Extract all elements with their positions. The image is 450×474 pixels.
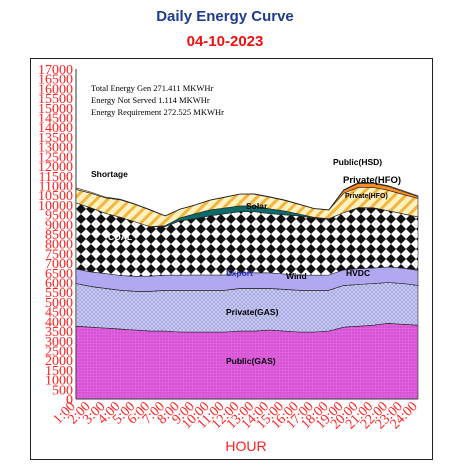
y-tick-label: 4000 bbox=[45, 315, 73, 330]
y-tick-label: 14500 bbox=[38, 112, 73, 127]
y-tick-label: 13500 bbox=[38, 131, 73, 146]
y-tick-label: 3500 bbox=[45, 325, 73, 340]
y-tick-label: 14000 bbox=[38, 121, 73, 136]
y-tick-label: 8000 bbox=[45, 238, 73, 253]
y-tick-label: 500 bbox=[52, 383, 73, 398]
y-tick-label: 7500 bbox=[45, 247, 73, 262]
y-tick-label: 6000 bbox=[45, 277, 73, 292]
label-shortage: Shortage bbox=[91, 169, 128, 179]
chart-frame: 0 500 1000 1500 2000 2500 3000 3500 4000 4500 5000… bbox=[30, 58, 433, 460]
y-tick-label: 7000 bbox=[45, 257, 73, 272]
area-shortage bbox=[75, 182, 419, 217]
y-tick-label: 16500 bbox=[38, 73, 73, 88]
y-tick-label: 8500 bbox=[45, 228, 73, 243]
label-private-hfo-2: Private(HFO) bbox=[345, 193, 388, 200]
x-axis: 1:002:003:004:005:006:007:008:009:0010:0… bbox=[51, 398, 421, 432]
label-solar: Solar bbox=[246, 201, 268, 211]
label-wind: Wind bbox=[286, 271, 307, 281]
y-tick-label: 10500 bbox=[38, 189, 73, 204]
info-energy-requirement: Energy Requirement 272.525 MKWHr bbox=[91, 107, 224, 117]
y-tick-label: 9500 bbox=[45, 209, 73, 224]
y-axis: 0500100015002000250030003500400045005000… bbox=[38, 63, 77, 408]
label-public-gas: Public(GAS) bbox=[226, 356, 276, 366]
y-tick-label: 13000 bbox=[38, 141, 73, 156]
y-tick-label: 15500 bbox=[38, 92, 73, 107]
y-tick-label: 12500 bbox=[38, 150, 73, 165]
label-private-gas: Private(GAS) bbox=[226, 307, 279, 317]
y-tick-label: 10000 bbox=[38, 199, 73, 214]
chart-title: Daily Energy Curve bbox=[156, 8, 294, 25]
y-tick-label: 12000 bbox=[38, 160, 73, 175]
y-tick-label: 11000 bbox=[39, 179, 73, 194]
y-tick-label: 6500 bbox=[45, 267, 73, 282]
info-total-generation: Total Energy Gen 271.411 MKWHr bbox=[91, 83, 214, 93]
y-tick-label: 9000 bbox=[45, 218, 73, 233]
y-tick-label: 5500 bbox=[45, 286, 73, 301]
label-coal: COAL bbox=[108, 232, 132, 242]
y-tick-label: 0 bbox=[66, 393, 73, 408]
label-private-hfo: Private(HFO) bbox=[343, 175, 401, 186]
y-tick-label: 1500 bbox=[45, 364, 73, 379]
y-tick-label: 2000 bbox=[45, 354, 73, 369]
label-public-hsd: Public(HSD) bbox=[333, 157, 382, 167]
y-tick-label: 2500 bbox=[45, 344, 73, 359]
y-tick-label: 17000 bbox=[38, 63, 73, 78]
y-tick-label: 5000 bbox=[45, 296, 73, 311]
y-tick-label: 16000 bbox=[38, 82, 73, 97]
chart-svg: 0500100015002000250030003500400045005000… bbox=[38, 63, 421, 454]
y-tick-label: 11500 bbox=[39, 170, 73, 185]
chart-date: 04-10-2023 bbox=[186, 33, 264, 50]
y-tick-label: 1000 bbox=[45, 374, 73, 389]
info-energy-not-served: Energy Not Served 1.114 MKWHr bbox=[91, 95, 210, 105]
label-hvdc: HVDC bbox=[346, 268, 370, 278]
label-export: Export bbox=[226, 268, 253, 278]
x-axis-label: HOUR bbox=[225, 438, 266, 454]
plot-area bbox=[75, 182, 419, 400]
y-tick-label: 15000 bbox=[38, 102, 73, 117]
y-tick-label: 3000 bbox=[45, 335, 73, 350]
y-tick-label: 4500 bbox=[45, 306, 73, 321]
